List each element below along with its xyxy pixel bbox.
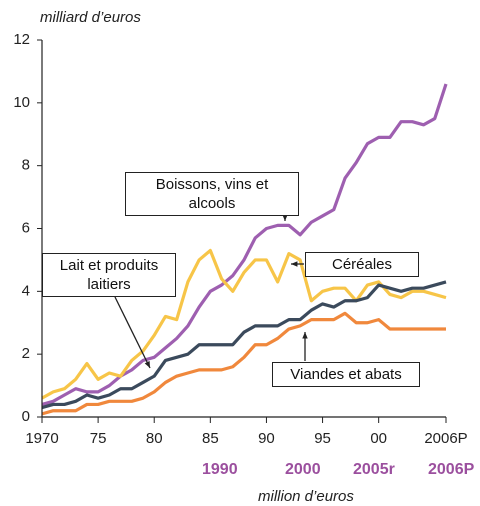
arrow-head [144,361,150,368]
x-tick-label: 95 [314,430,331,447]
x-tick-label: 80 [146,430,163,447]
footer-label: 2000 [285,461,321,478]
y-tick-label: 12 [13,31,30,48]
y-tick-label: 8 [22,157,30,174]
arrow-head [282,214,288,221]
x-tick-label: 1970 [25,430,58,447]
series-label: Boissons, vins et alcools [125,172,299,216]
series-line [41,83,448,406]
arrow-head [302,332,308,339]
series-line [41,280,447,410]
annotation-arrow [114,296,151,369]
footer-unit: million d’euros [258,488,354,505]
x-tick-label: 75 [90,430,107,447]
footer-label: 1990 [202,461,238,478]
y-tick-label: 4 [22,282,30,299]
arrow-head [291,261,298,267]
y-tick-label: 2 [22,345,30,362]
footer-label: 2006P [428,461,475,478]
series-line [41,311,446,416]
x-tick-label: 90 [258,430,275,447]
series-label: Céréales [305,252,419,277]
series-label: Viandes et abats [272,362,420,387]
footer-label: 2005r [353,461,395,478]
y-axis-label: milliard d’euros [40,9,141,26]
y-tick-label: 0 [22,408,30,425]
x-tick-label: 2006P [424,430,467,447]
series-line [41,248,447,400]
series-label: Lait et produits laitiers [42,253,176,297]
y-tick-label: 10 [13,94,30,111]
x-tick-label: 85 [202,430,219,447]
x-tick-label: 00 [370,430,387,447]
y-tick-label: 6 [22,219,30,236]
